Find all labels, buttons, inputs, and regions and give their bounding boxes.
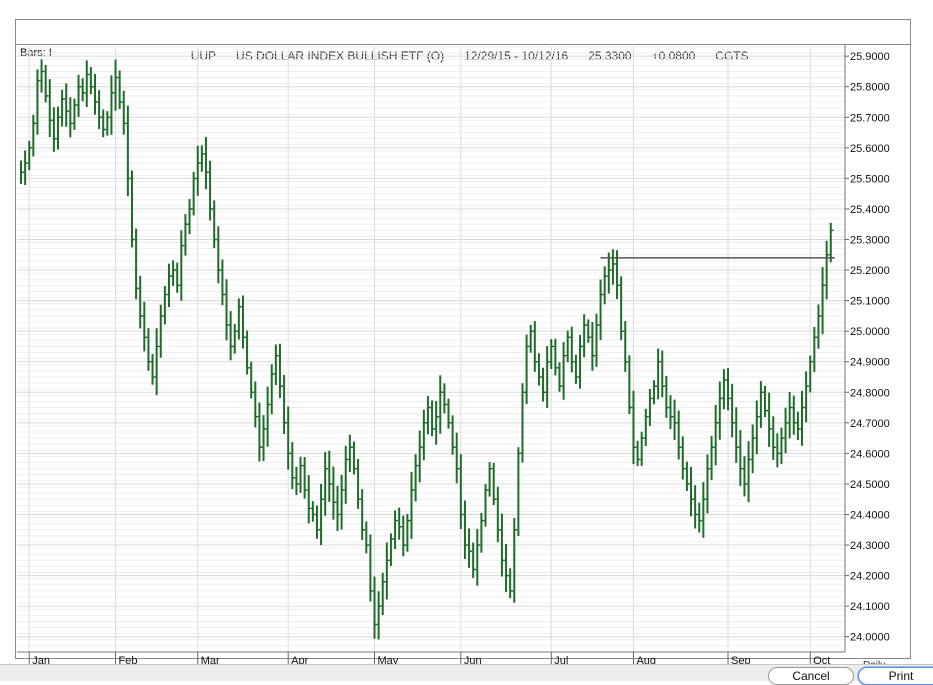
- y-tick-label: 24.6000: [850, 448, 890, 460]
- y-tick-label: 24.7000: [850, 418, 890, 430]
- y-tick-label: 24.1000: [850, 601, 890, 613]
- y-tick-label: 25.4000: [850, 204, 890, 216]
- y-tick-label: 25.8000: [850, 82, 890, 94]
- y-tick-label: 24.9000: [850, 357, 890, 369]
- y-tick-label: 24.8000: [850, 387, 890, 399]
- y-tick-label: 25.2000: [850, 265, 890, 277]
- y-tick-label: 25.7000: [850, 112, 890, 124]
- y-tick-label: 25.0000: [850, 326, 890, 338]
- y-tick-label: 24.2000: [850, 571, 890, 583]
- print-button[interactable]: Print: [858, 667, 933, 685]
- y-tick-label: 24.4000: [850, 510, 890, 522]
- y-tick-label: 25.5000: [850, 173, 890, 185]
- y-tick-label: 24.5000: [850, 479, 890, 491]
- y-tick-label: 24.3000: [850, 540, 890, 552]
- y-tick-label: 25.9000: [850, 51, 890, 63]
- cancel-button[interactable]: Cancel: [768, 667, 854, 685]
- footer-strip: [0, 664, 933, 681]
- y-tick-label: 25.6000: [850, 143, 890, 155]
- y-tick-label: 25.3000: [850, 235, 890, 247]
- y-tick-label: 25.1000: [850, 296, 890, 308]
- y-tick-label: 24.0000: [850, 632, 890, 644]
